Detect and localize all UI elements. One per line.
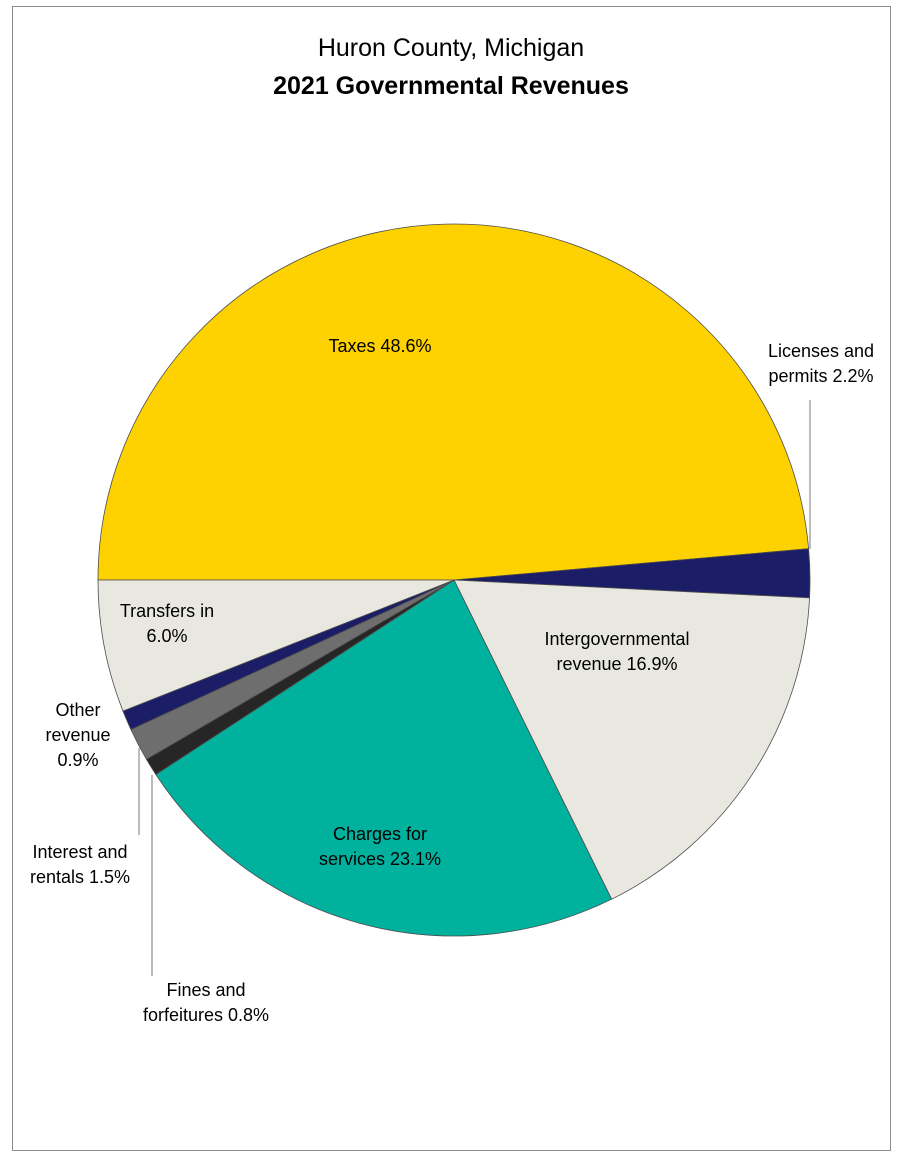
slice-label-line: forfeitures 0.8% (143, 1005, 269, 1025)
leader-lines (138, 400, 811, 976)
slice-label: Transfers in 6.0% (120, 601, 214, 646)
pie-slice-intergovernmental-revenue (453, 579, 810, 900)
slice-label-line: 6.0% (146, 626, 187, 646)
slice-label: Licenses and permits 2.2% (768, 341, 874, 386)
slice-label-line: revenue (45, 725, 110, 745)
slice-label-line: 0.9% (57, 750, 98, 770)
slice-label-line: Licenses and (768, 341, 874, 361)
pie-slice-transfers-in (97, 579, 455, 712)
pie-slice-taxes (97, 223, 810, 581)
chart-title: Huron County, Michigan (317, 34, 585, 62)
slice-label: Taxes 48.6% (328, 336, 431, 356)
slice-label-line: Other (55, 700, 100, 720)
slice-label-line: permits 2.2% (768, 366, 873, 386)
slice-label: Intergovernmental revenue 16.9% (544, 629, 689, 674)
slice-labels: Taxes 48.6% Licenses and permits 2.2% Inter… (30, 336, 874, 1025)
slice-label-line: Transfers in (120, 601, 214, 621)
pie-slices (97, 223, 811, 937)
slice-label-line: revenue 16.9% (556, 654, 677, 674)
slice-label-line: Fines and (166, 980, 245, 1000)
slice-label-line: Charges for (333, 824, 427, 844)
slice-label: Charges for services 23.1% (319, 824, 441, 869)
slice-label-line: services 23.1% (319, 849, 441, 869)
slice-label: Other revenue 0.9% (45, 700, 110, 770)
slice-label-line: Taxes 48.6% (328, 336, 431, 356)
slice-label-line: Interest and (32, 842, 127, 862)
slice-label: Fines and forfeitures 0.8% (143, 980, 269, 1025)
slice-label-line: rentals 1.5% (30, 867, 130, 887)
slice-label: Interest and rentals 1.5% (30, 842, 130, 887)
chart-subtitle: 2021 Governmental Revenues (273, 72, 629, 100)
pie-slice-charges-for-services (155, 579, 613, 937)
slice-label-line: Intergovernmental (544, 629, 689, 649)
